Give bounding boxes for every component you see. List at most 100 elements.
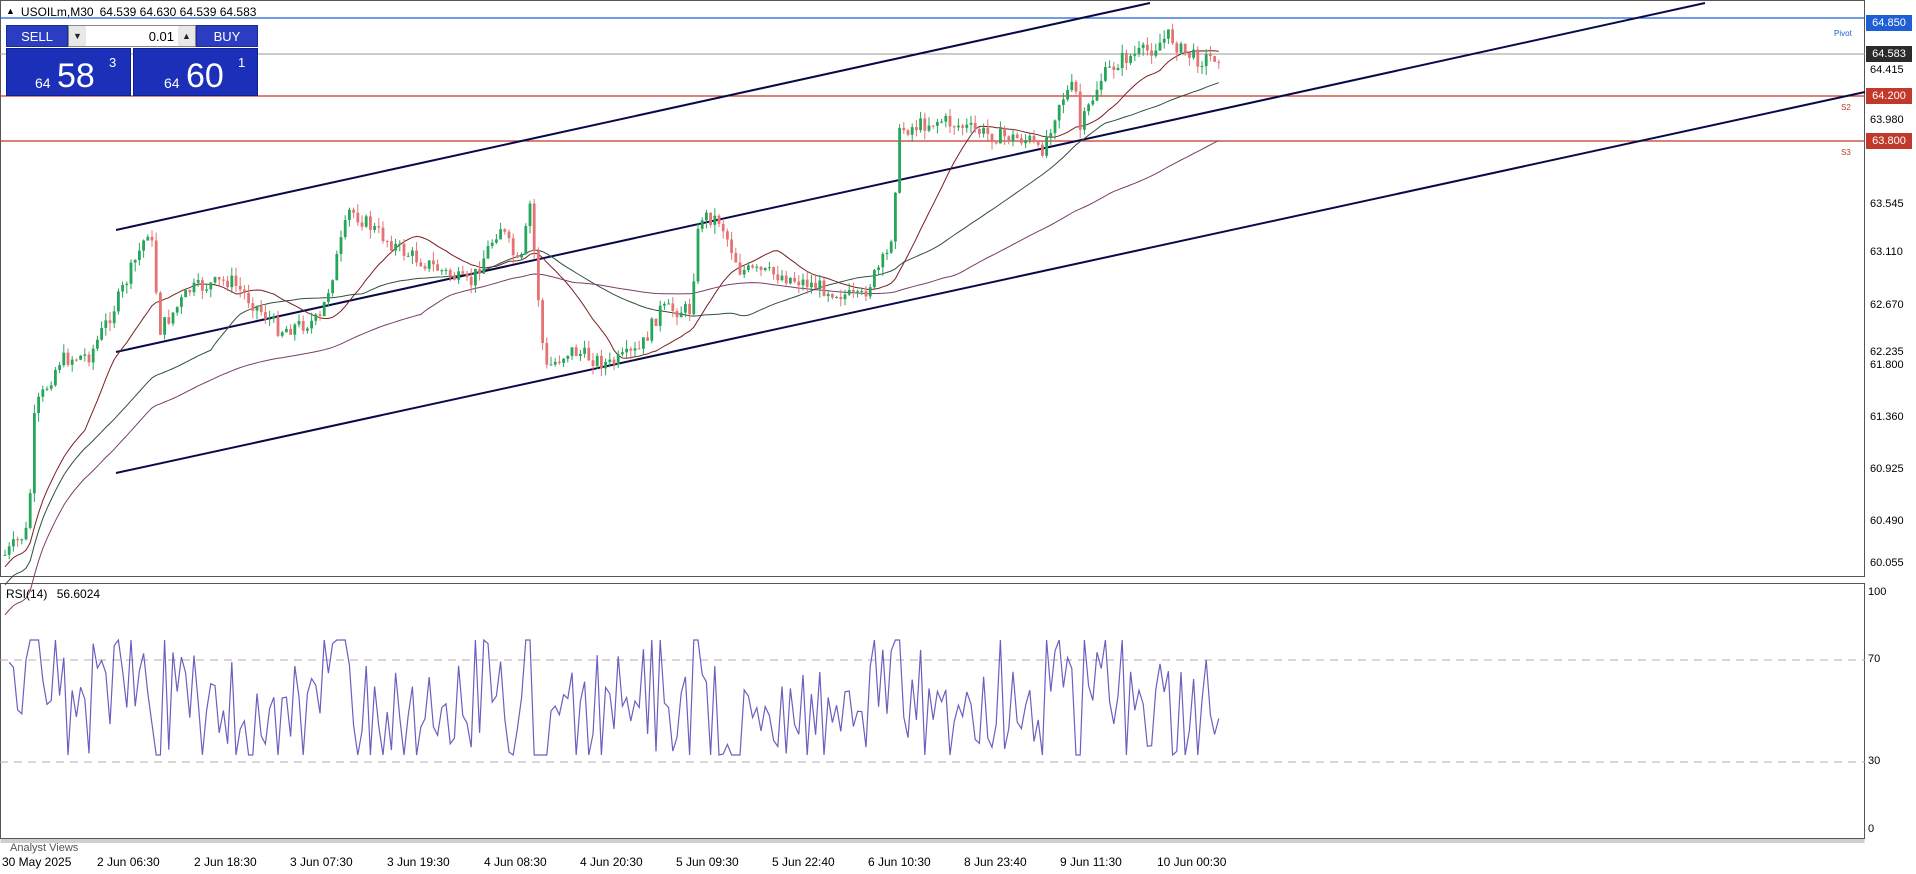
candle-body	[440, 270, 444, 272]
candle-body	[478, 268, 481, 274]
sell-price-button[interactable]: 64 58 3	[6, 48, 131, 96]
sell-price-point: 3	[109, 55, 117, 70]
collapse-triangle-icon[interactable]: ▲	[6, 6, 15, 16]
lot-size-input[interactable]	[86, 26, 178, 46]
candle-body	[217, 277, 221, 280]
candle-body	[138, 250, 141, 260]
candle-body	[432, 260, 435, 265]
candle-body	[721, 223, 725, 232]
candle-body	[234, 275, 238, 286]
candle-body	[1087, 104, 1090, 112]
candle-body	[297, 320, 301, 325]
price-tick: 61.360	[1870, 411, 1904, 423]
candle-body	[931, 125, 935, 127]
candle-body	[289, 328, 292, 335]
candle-body	[999, 128, 1002, 144]
candle-body	[1049, 133, 1053, 137]
candle-body	[1162, 38, 1166, 43]
candle-body	[41, 389, 45, 397]
candle-body	[1150, 50, 1153, 56]
candle-body	[54, 369, 57, 386]
candle-body	[259, 306, 263, 313]
time-tick: 10 Jun 00:30	[1157, 855, 1227, 869]
candle-body	[243, 289, 246, 294]
time-tick: 9 Jun 11:30	[1060, 855, 1122, 869]
candle-body	[637, 348, 641, 350]
candle-body	[310, 320, 313, 329]
rsi-line	[8, 638, 1220, 757]
candle-body	[129, 262, 133, 284]
candle-body	[579, 353, 582, 356]
candle-body	[541, 300, 544, 344]
candle-body	[516, 255, 519, 258]
candle-body	[801, 279, 805, 286]
rsi-tick: 30	[1868, 755, 1881, 767]
candlesticks	[3, 23, 1221, 560]
pane-splitter[interactable]	[0, 839, 1865, 843]
candle-body	[117, 291, 120, 312]
candle-body	[625, 348, 628, 353]
price-tick: 64.415	[1870, 64, 1904, 76]
candle-body	[894, 192, 897, 242]
candle-body	[692, 281, 696, 315]
candle-body	[381, 227, 385, 242]
lot-size-control: ▼ ▲	[68, 25, 196, 47]
candle-body	[28, 493, 32, 528]
candle-body	[650, 318, 654, 341]
candle-body	[885, 252, 889, 255]
candle-body	[230, 275, 234, 288]
candle-body	[385, 241, 389, 243]
candle-body	[62, 352, 66, 366]
candle-body	[1204, 54, 1208, 67]
candle-body	[108, 320, 112, 324]
candle-body	[306, 328, 309, 331]
candle-body	[188, 290, 192, 293]
candle-body	[12, 539, 15, 547]
candle-body	[919, 118, 922, 131]
candle-body	[373, 226, 376, 230]
candle-body	[1200, 66, 1204, 68]
candle-body	[369, 216, 372, 230]
candle-body	[915, 127, 918, 131]
candle-body	[255, 306, 259, 311]
candle-body	[818, 280, 822, 289]
channel-lines[interactable]	[115, 2, 1866, 474]
buy-price-prefix: 64	[164, 75, 180, 91]
price-tick: 63.980	[1870, 114, 1904, 126]
candle-body	[688, 304, 691, 315]
candle-body	[772, 267, 775, 275]
buy-button[interactable]: BUY	[196, 25, 258, 47]
candle-body	[940, 121, 943, 123]
candle-body	[486, 245, 490, 259]
analyst-views-tab[interactable]: Analyst Views	[10, 842, 79, 854]
candle-body	[826, 294, 830, 296]
lot-increase-icon[interactable]: ▲	[178, 26, 195, 46]
candle-body	[881, 254, 885, 268]
time-tick: 30 May 2025	[2, 855, 72, 869]
candle-body	[532, 203, 536, 251]
candle-body	[1171, 29, 1174, 44]
candle-body	[436, 264, 439, 271]
time-tick: 2 Jun 06:30	[97, 855, 160, 869]
candle-body	[793, 277, 796, 282]
candle-body	[171, 312, 175, 324]
candle-body	[545, 343, 549, 365]
candle-body	[570, 347, 574, 356]
channel-lower-line	[115, 91, 1866, 474]
candle-body	[1070, 81, 1074, 90]
candle-body	[600, 355, 603, 369]
candle-body	[553, 361, 557, 365]
candle-body	[646, 337, 649, 341]
rsi-plot	[0, 638, 1865, 763]
price-tick: 63.545	[1870, 198, 1904, 210]
buy-price-button[interactable]: 64 60 1	[133, 48, 258, 96]
candle-body	[789, 277, 792, 284]
sell-button[interactable]: SELL	[6, 25, 68, 47]
candle-body	[936, 121, 939, 126]
candle-body	[549, 364, 553, 366]
candle-body	[1129, 55, 1132, 64]
candle-body	[1095, 89, 1099, 101]
lot-decrease-icon[interactable]: ▼	[69, 26, 86, 46]
candle-body	[100, 328, 103, 340]
